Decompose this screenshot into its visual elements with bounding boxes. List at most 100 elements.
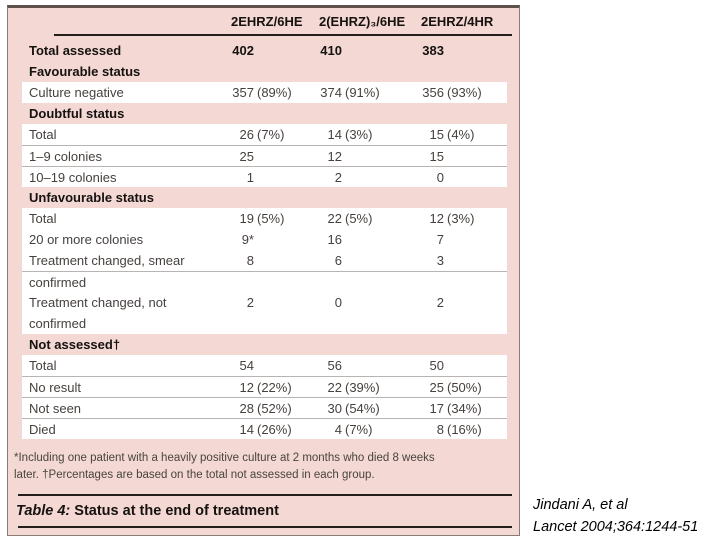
table-row: Not seen 28 (52%) 30 (54%) 17 (34%) [22, 397, 507, 418]
value-cell: 356 (93%) [410, 85, 507, 100]
value-percent: (3%) [345, 127, 373, 142]
value-number: 402 [232, 43, 254, 58]
header-rule [54, 34, 512, 36]
caption-bottom-rule [18, 525, 512, 528]
value-cell: 8 (16%) [410, 422, 507, 437]
row-label: Treatment changed, smear [29, 253, 185, 268]
value-number: 2 [334, 169, 342, 185]
column-header-regimen-1: 2EHRZ/6HE [231, 13, 303, 29]
table-footnote: *Including one patient with a heavily po… [14, 450, 510, 485]
value-percent: (5%) [345, 211, 373, 226]
value-cell: 4 (7%) [308, 422, 410, 437]
value-number: 56 [327, 358, 342, 373]
table-row: Not assessed† [22, 334, 507, 355]
row-label: Treatment changed, not [29, 295, 167, 310]
value-cell: 19 (5%) [220, 211, 308, 226]
value-number: 16 [327, 232, 342, 247]
value-number: 15 [429, 127, 444, 142]
table-row: Unfavourable status [22, 187, 507, 208]
value-cell: 2 [410, 295, 507, 310]
value-percent: (26%) [257, 421, 292, 437]
row-label: Total assessed [29, 43, 122, 58]
column-header-regimen-3: 2EHRZ/4HR [421, 13, 494, 29]
value-number: 54 [239, 358, 254, 373]
value-number: 30 [327, 400, 342, 416]
table-column-headers: 2EHRZ/6HE 2(EHRZ)₃/6HE 2EHRZ/4HR [22, 8, 507, 34]
table-row: 20 or more colonies 9* 16 7 [22, 229, 507, 250]
value-cell: 22 (5%) [308, 211, 410, 226]
value-number: 25 [429, 379, 444, 395]
value-cell: 410 [308, 43, 410, 58]
value-number: 26 [239, 127, 254, 142]
value-cell: 1 [220, 170, 308, 185]
value-number: 17 [429, 400, 444, 416]
value-cell: 374 (91%) [308, 85, 410, 100]
row-label: 1–9 colonies [29, 148, 102, 164]
table-rows: Total assessed 402 410 383 Favourable st… [8, 40, 519, 439]
value-number: 50 [429, 358, 444, 373]
footnote-line-1: *Including one patient with a heavily po… [14, 452, 435, 464]
value-cell: 16 [308, 232, 410, 247]
value-percent: (5%) [257, 211, 285, 226]
value-percent: (4%) [447, 127, 475, 142]
value-cell: 383 [410, 43, 507, 58]
value-number: 4 [334, 421, 342, 437]
value-cell: 25 [220, 149, 308, 164]
value-cell: 30 (54%) [308, 401, 410, 416]
citation-journal: Lancet 2004;364:1244-51 [533, 518, 699, 535]
value-percent: (16%) [447, 421, 482, 437]
table-row: Died 14 (26%) 4 (7%) 8 (16%) [22, 418, 507, 439]
lancet-table-panel: 2EHRZ/6HE 2(EHRZ)₃/6HE 2EHRZ/4HR Total a… [7, 5, 520, 536]
value-number: 22 [327, 379, 342, 395]
table-row: No result 12 (22%) 22 (39%) 25 (50%) [22, 376, 507, 397]
row-label: confirmed [29, 316, 87, 331]
row-label: 20 or more colonies [29, 232, 144, 247]
value-number: 410 [320, 43, 342, 58]
table-row: 1–9 colonies 25 12 15 [22, 145, 507, 166]
value-cell: 14 (26%) [220, 422, 308, 437]
value-cell: 7 [410, 232, 507, 247]
value-cell: 0 [308, 295, 410, 310]
value-cell: 402 [220, 43, 308, 58]
row-label: Culture negative [29, 85, 124, 100]
value-cell: 357 (89%) [220, 85, 308, 100]
value-cell: 14 (3%) [308, 127, 410, 142]
table-row: Total 26 (7%) 14 (3%) 15 (4%) [22, 124, 507, 145]
value-percent: (3%) [447, 211, 475, 226]
value-cell: 25 (50%) [410, 380, 507, 395]
value-number: 0 [436, 169, 444, 185]
value-cell: 3 [410, 253, 507, 268]
row-label: Not assessed† [29, 337, 121, 352]
column-header-regimen-2: 2(EHRZ)₃/6HE [319, 13, 406, 29]
value-cell: 12 (22%) [220, 380, 308, 395]
row-label: 10–19 colonies [29, 169, 117, 185]
value-cell: 17 (34%) [410, 401, 507, 416]
table-row: Treatment changed, smear 8 6 3 [22, 250, 507, 271]
table-row: confirmed [22, 313, 507, 334]
value-number: 8 [246, 253, 254, 268]
value-number: 25 [239, 148, 254, 164]
value-number: 8 [436, 421, 444, 437]
value-cell: 12 [308, 149, 410, 164]
value-percent: (34%) [447, 400, 482, 416]
value-number: 9* [241, 232, 254, 247]
value-cell: 54 [220, 358, 308, 373]
value-number: 12 [327, 148, 342, 164]
footnote-line-2: later. †Percentages are based on the tot… [14, 469, 375, 482]
table-row: Total assessed 402 410 383 [22, 40, 507, 61]
value-number: 14 [327, 127, 342, 142]
value-percent: (7%) [345, 421, 373, 437]
row-label: Doubtful status [29, 106, 125, 121]
row-label: Favourable status [29, 64, 141, 79]
table-row: Favourable status [22, 61, 507, 82]
value-cell: 6 [308, 253, 410, 268]
value-percent: (89%) [257, 85, 292, 100]
row-label: Unfavourable status [29, 190, 154, 205]
value-cell: 2 [220, 295, 308, 310]
value-percent: (93%) [447, 85, 482, 100]
value-cell: 9* [220, 232, 308, 247]
value-percent: (22%) [257, 379, 292, 395]
value-percent: (91%) [345, 85, 380, 100]
row-label: Total [29, 127, 57, 142]
value-number: 2 [436, 295, 444, 310]
